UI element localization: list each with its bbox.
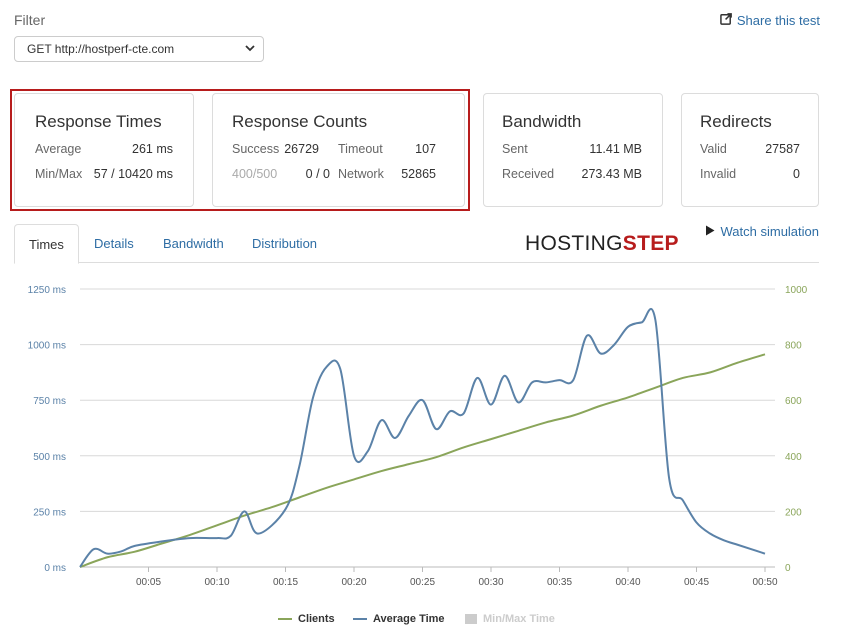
- legend-average-label: Average Time: [373, 613, 445, 625]
- hostingstep-logo: HOSTINGSTEP: [525, 232, 679, 256]
- redirects-title: Redirects: [700, 112, 772, 131]
- x-tick-label: 00:35: [547, 577, 572, 588]
- invalid-label: Invalid: [700, 167, 737, 181]
- network-label: Network: [338, 167, 384, 181]
- redirects-card: Redirects Valid 27587 Invalid 0: [681, 93, 819, 207]
- filter-select-value: GET http://hostperf-cte.com: [27, 42, 175, 56]
- x-tick-label: 00:30: [478, 577, 503, 588]
- legend-minmax-label: Min/Max Time: [483, 613, 555, 625]
- y-left-tick-label: 0 ms: [44, 563, 66, 574]
- valid-value: 27587: [765, 142, 800, 156]
- tab-bar: Times Details Bandwidth Distribution: [14, 224, 819, 264]
- logo-part-step: STEP: [622, 232, 679, 255]
- y-left-tick-label: 750 ms: [33, 396, 66, 407]
- timeout-label: Timeout: [338, 142, 383, 156]
- legend-clients[interactable]: Clients: [278, 613, 335, 625]
- response-counts-title: Response Counts: [232, 112, 368, 131]
- network-value: 52865: [401, 167, 436, 181]
- response-counts-card: Response Counts Success 26729 Timeout 10…: [212, 93, 465, 207]
- chevron-down-icon: [245, 43, 255, 56]
- tab-details[interactable]: Details: [94, 235, 134, 251]
- received-value: 273.43 MB: [581, 167, 642, 181]
- x-tick-label: 00:15: [273, 577, 298, 588]
- series-line-average-time: [79, 308, 766, 568]
- success-value: 26729: [284, 142, 319, 156]
- invalid-value: 0: [793, 167, 800, 181]
- timeout-value: 107: [415, 142, 436, 156]
- logo-part-hosting: HOSTING: [525, 232, 623, 255]
- filter-label: Filter: [14, 12, 46, 28]
- average-label: Average: [35, 142, 82, 156]
- share-icon: [720, 12, 733, 28]
- average-value: 261 ms: [132, 142, 173, 156]
- y-right-tick-label: 0: [785, 563, 791, 574]
- x-tick-label: 00:45: [684, 577, 709, 588]
- y-left-tick-label: 250 ms: [33, 507, 66, 518]
- tab-bandwidth[interactable]: Bandwidth: [163, 235, 224, 251]
- tab-distribution[interactable]: Distribution: [252, 235, 318, 251]
- y-right-tick-label: 200: [785, 507, 802, 518]
- watch-simulation-label: Watch simulation: [720, 224, 820, 239]
- success-label: Success: [232, 142, 280, 156]
- y-right-tick-label: 1000: [785, 285, 808, 296]
- watch-simulation-link[interactable]: Watch simulation: [705, 224, 820, 239]
- legend-clients-label: Clients: [298, 613, 335, 625]
- legend-minmax-time[interactable]: Min/Max Time: [465, 613, 555, 625]
- x-tick-label: 00:50: [752, 577, 777, 588]
- legend-clients-swatch: [278, 618, 292, 620]
- series-line-clients: [79, 353, 766, 568]
- share-test-label: Share this test: [736, 12, 820, 28]
- x-tick-label: 00:20: [341, 577, 366, 588]
- legend-minmax-swatch: [465, 614, 477, 624]
- highlight-box: [10, 89, 470, 211]
- legend-average-swatch: [353, 618, 367, 620]
- minmax-label: Min/Max: [35, 167, 83, 181]
- filter-select[interactable]: GET http://hostperf-cte.com: [14, 36, 264, 62]
- x-tick-label: 00:40: [615, 577, 640, 588]
- play-icon: [705, 224, 715, 239]
- sent-label: Sent: [502, 142, 528, 156]
- y-right-tick-label: 600: [785, 396, 802, 407]
- valid-label: Valid: [700, 142, 727, 156]
- y-left-tick-label: 1250 ms: [28, 285, 66, 296]
- y-left-tick-label: 500 ms: [33, 452, 66, 463]
- error-400-500-label: 400/500: [232, 167, 278, 181]
- tab-times[interactable]: Times: [14, 224, 79, 264]
- legend-average-time[interactable]: Average Time: [353, 613, 445, 625]
- x-tick-label: 00:10: [204, 577, 229, 588]
- y-right-tick-label: 400: [785, 452, 802, 463]
- minmax-value: 57 / 10420 ms: [93, 167, 173, 181]
- response-time-chart: 0 ms 0 250 ms 200 500 ms 400 750 ms 600 1000 ms 8…: [28, 285, 808, 588]
- received-label: Received: [502, 167, 555, 181]
- sent-value: 11.41 MB: [589, 142, 642, 156]
- response-times-card: Response Times Average 261 ms Min/Max 57…: [14, 93, 194, 207]
- response-times-title: Response Times: [35, 112, 162, 131]
- bandwidth-title: Bandwidth: [502, 112, 582, 131]
- bandwidth-card: Bandwidth Sent 11.41 MB Received 273.43 …: [483, 93, 663, 207]
- y-right-tick-label: 800: [785, 341, 802, 352]
- x-tick-label: 00:05: [136, 577, 161, 588]
- x-tick-label: 00:25: [410, 577, 435, 588]
- error-400-500-value: 0 / 0: [305, 167, 330, 181]
- share-test-link[interactable]: Share this test: [720, 12, 820, 28]
- y-left-tick-label: 1000 ms: [28, 341, 66, 352]
